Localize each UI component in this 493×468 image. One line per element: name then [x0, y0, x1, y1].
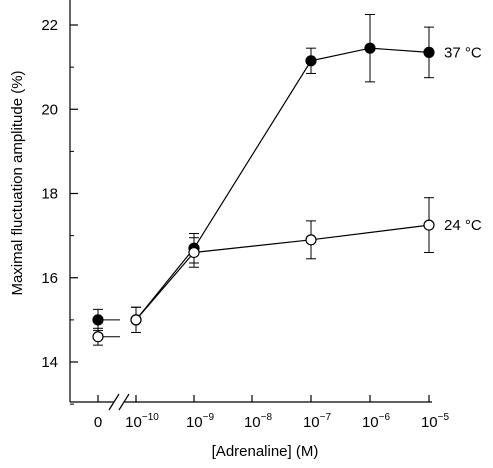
data-point	[423, 46, 435, 58]
axes: 14 16 18 20 22 0 10−10 10−9 10−8 10−7 10−6 10−5	[41, 0, 449, 431]
data-point	[92, 314, 104, 326]
x-tick-label: 10−7	[303, 412, 332, 431]
y-axis-label: Maximal fluctuation amplitude (%)	[9, 70, 26, 295]
x-axis-label: [Adrenaline] (M)	[212, 443, 319, 460]
x-tick-label: 10−9	[186, 412, 215, 431]
series-37c: 37 °C	[92, 13, 482, 334]
series-line	[135, 47, 430, 321]
data-point	[92, 331, 104, 343]
y-tick-label: 20	[41, 101, 58, 118]
data-point	[188, 246, 200, 259]
data-point	[364, 42, 376, 54]
data-point	[423, 219, 435, 231]
x-tick-label: 10−6	[362, 412, 391, 431]
series-label: 24 °C	[444, 217, 482, 234]
data-point	[305, 55, 317, 67]
series-label: 37 °C	[444, 44, 482, 61]
y-tick-label: 16	[41, 270, 58, 287]
y-tick-label: 18	[41, 186, 58, 203]
data-point	[305, 234, 317, 246]
y-tick-label: 22	[41, 17, 58, 34]
y-tick-label: 14	[41, 354, 58, 371]
x-tick-label: 0	[94, 414, 102, 431]
x-tick-label: 10−5	[421, 412, 450, 431]
x-tick-label: 10−8	[244, 412, 273, 431]
series-line	[135, 224, 430, 321]
series-24c: 24 °C	[92, 197, 482, 346]
series-layer: 37 °C 24 °C	[92, 13, 482, 346]
x-tick-label: 10−10	[125, 412, 159, 431]
axis-break-mark	[108, 393, 120, 411]
axis-break-mark	[118, 393, 130, 411]
data-point	[130, 314, 142, 326]
